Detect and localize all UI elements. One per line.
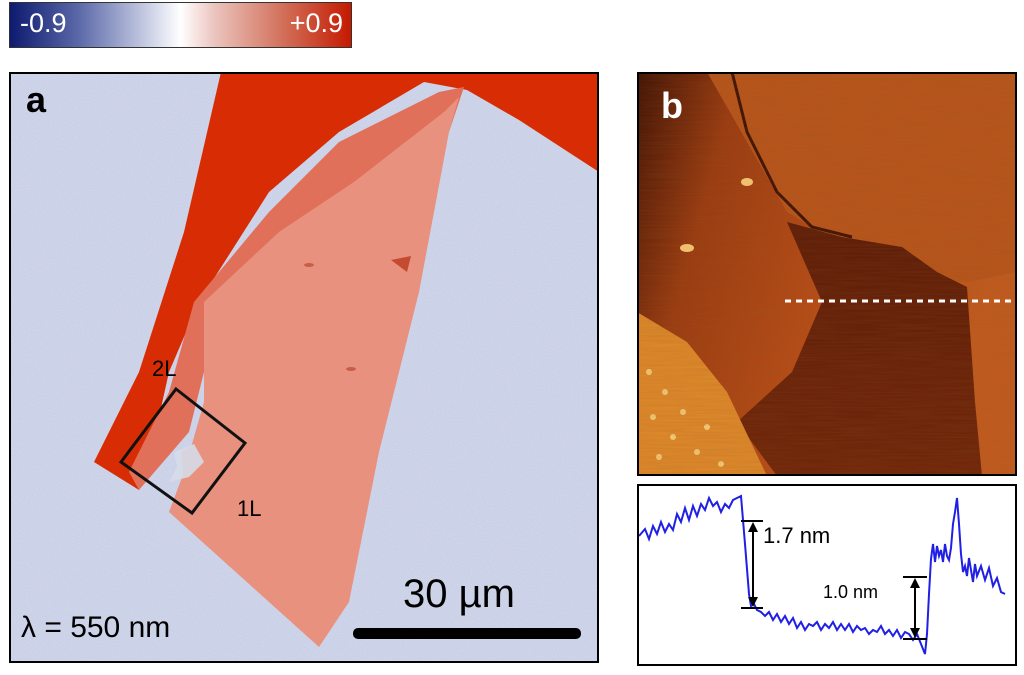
scale-bar-label: 30 µm [403,572,515,616]
panel-b-border [637,72,1017,476]
wavelength-label: λ = 550 nm [21,611,171,644]
colorbar: -0.9 +0.9 [9,2,352,48]
panel-b-letter: b [661,85,683,126]
step2-label: 1.0 nm [823,582,879,602]
panel-a-letter: a [26,79,47,120]
panel-a-image [9,72,599,663]
panel-b: b [637,72,1017,476]
panel-a: a 2L 1L 30 µm λ = 550 nm [9,72,599,663]
panel-b-image [637,72,1017,476]
height-profile: 1.7 nm 1.0 nm [637,484,1017,666]
profile-trace [638,494,1006,655]
step1-label: 1.7 nm [763,523,831,548]
label-1L: 1L [237,496,262,521]
hole [169,444,204,482]
colorbar-max-label: +0.9 [289,8,343,38]
colorbar-min-label: -0.9 [20,8,67,38]
roi-box [118,386,248,516]
label-2L: 2L [152,356,177,381]
profile-plot [638,494,1006,655]
monolayer-flake [169,97,459,647]
thick-flake [94,72,599,490]
profile-border [637,484,1017,666]
scale-bar [353,628,581,639]
panel-a-border [9,72,599,663]
